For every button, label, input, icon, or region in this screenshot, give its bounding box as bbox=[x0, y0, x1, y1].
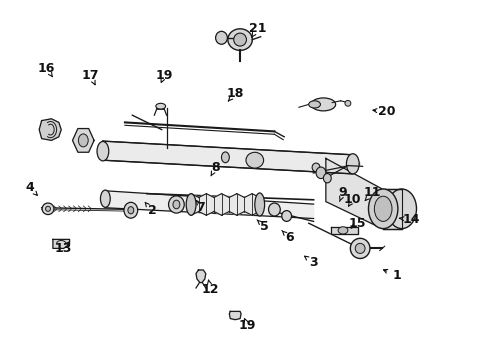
Text: 6: 6 bbox=[285, 231, 294, 244]
Text: 12: 12 bbox=[202, 283, 220, 296]
Ellipse shape bbox=[269, 203, 280, 216]
Ellipse shape bbox=[97, 141, 109, 161]
Ellipse shape bbox=[312, 163, 320, 172]
Text: 14: 14 bbox=[403, 213, 420, 226]
Polygon shape bbox=[191, 194, 260, 215]
Ellipse shape bbox=[323, 174, 331, 183]
Polygon shape bbox=[229, 311, 241, 320]
Ellipse shape bbox=[355, 243, 365, 253]
Polygon shape bbox=[383, 189, 402, 229]
Polygon shape bbox=[196, 270, 206, 283]
Text: 2: 2 bbox=[147, 204, 156, 217]
Ellipse shape bbox=[173, 200, 180, 209]
Ellipse shape bbox=[100, 190, 110, 207]
Text: 15: 15 bbox=[349, 217, 367, 230]
Text: 20: 20 bbox=[378, 105, 396, 118]
Polygon shape bbox=[73, 129, 94, 152]
Ellipse shape bbox=[42, 203, 54, 215]
Text: 19: 19 bbox=[155, 69, 173, 82]
Text: 4: 4 bbox=[25, 181, 34, 194]
Ellipse shape bbox=[345, 100, 351, 106]
Ellipse shape bbox=[255, 193, 265, 216]
Ellipse shape bbox=[311, 98, 336, 111]
Ellipse shape bbox=[346, 154, 359, 174]
Text: 3: 3 bbox=[309, 256, 318, 269]
Ellipse shape bbox=[46, 206, 50, 211]
Ellipse shape bbox=[234, 33, 246, 46]
Polygon shape bbox=[105, 191, 314, 219]
Text: 18: 18 bbox=[226, 87, 244, 100]
Ellipse shape bbox=[350, 238, 370, 258]
Ellipse shape bbox=[374, 196, 392, 221]
Ellipse shape bbox=[316, 167, 326, 179]
Ellipse shape bbox=[228, 29, 252, 50]
Ellipse shape bbox=[169, 196, 184, 213]
Text: 21: 21 bbox=[248, 22, 266, 35]
Polygon shape bbox=[331, 227, 358, 234]
Ellipse shape bbox=[156, 103, 166, 109]
Text: 9: 9 bbox=[339, 186, 347, 199]
Text: 17: 17 bbox=[82, 69, 99, 82]
Text: 7: 7 bbox=[196, 201, 205, 213]
Polygon shape bbox=[39, 119, 61, 140]
Text: 13: 13 bbox=[55, 242, 73, 255]
Polygon shape bbox=[103, 141, 353, 174]
Polygon shape bbox=[53, 239, 70, 248]
Text: 5: 5 bbox=[260, 220, 269, 233]
Ellipse shape bbox=[309, 101, 320, 108]
Ellipse shape bbox=[78, 134, 88, 147]
Text: 8: 8 bbox=[211, 161, 220, 174]
Ellipse shape bbox=[338, 227, 348, 234]
Text: 10: 10 bbox=[344, 193, 362, 206]
Ellipse shape bbox=[282, 211, 292, 221]
Text: 1: 1 bbox=[392, 269, 401, 282]
Ellipse shape bbox=[246, 152, 264, 168]
Ellipse shape bbox=[221, 152, 229, 163]
Text: 11: 11 bbox=[364, 186, 381, 199]
Ellipse shape bbox=[216, 31, 227, 44]
Ellipse shape bbox=[128, 207, 134, 214]
Ellipse shape bbox=[186, 194, 196, 215]
Ellipse shape bbox=[387, 189, 416, 229]
Text: 19: 19 bbox=[239, 319, 256, 332]
Polygon shape bbox=[326, 158, 382, 229]
Ellipse shape bbox=[368, 189, 398, 229]
Ellipse shape bbox=[124, 202, 138, 218]
Text: 16: 16 bbox=[38, 62, 55, 75]
